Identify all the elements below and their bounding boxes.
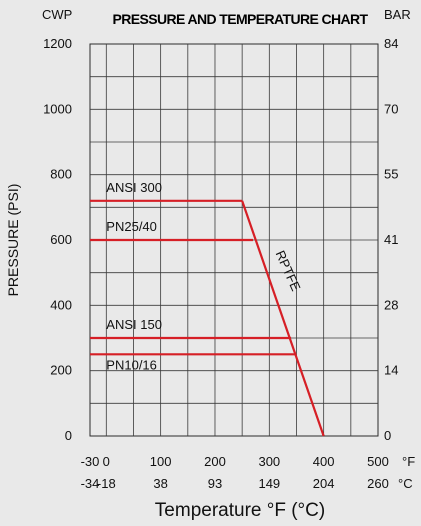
series-label-ansi-300: ANSI 300 (106, 180, 162, 195)
x-tick-label-f: 0 (103, 454, 110, 469)
x-tick-label-c: -18 (97, 476, 116, 491)
y-tick-label-right: 0 (384, 428, 391, 443)
y-tick-label-left: 0 (65, 428, 72, 443)
x-tick-label-f: 200 (204, 454, 226, 469)
y-tick-label-right: 70 (384, 101, 398, 116)
series-label-ansi-150: ANSI 150 (106, 317, 162, 332)
y-tick-label-right: 28 (384, 297, 398, 312)
right-unit-label: BAR (384, 7, 411, 22)
y-tick-label-right: 55 (384, 167, 398, 182)
y-axis-label: PRESSURE (PSI) (5, 184, 21, 297)
y-tick-label-left: 200 (50, 363, 72, 378)
series-label-pn10-16: PN10/16 (106, 357, 157, 372)
y-tick-label-right: 84 (384, 36, 398, 51)
y-tick-label-left: 1200 (43, 36, 72, 51)
series-label-rptfe: RPTFE (273, 248, 304, 293)
y-tick-label-right: 14 (384, 363, 398, 378)
x-tick-label-c: 149 (258, 476, 280, 491)
x-unit-c-label: °C (398, 476, 413, 491)
y-tick-label-left: 1000 (43, 101, 72, 116)
x-tick-label-f: -30 (81, 454, 100, 469)
x-tick-label-f: 400 (313, 454, 335, 469)
x-tick-label-c: -34 (81, 476, 100, 491)
x-tick-label-f: 500 (367, 454, 389, 469)
y-tick-label-left: 400 (50, 297, 72, 312)
chart-title: PRESSURE AND TEMPERATURE CHART (112, 11, 368, 27)
x-tick-label-c: 204 (313, 476, 335, 491)
left-unit-label: CWP (42, 7, 72, 22)
x-tick-label-f: 300 (258, 454, 280, 469)
x-tick-label-c: 38 (153, 476, 167, 491)
y-tick-label-right: 41 (384, 232, 398, 247)
series-line-rptfe (241, 200, 325, 437)
x-tick-label-c: 260 (367, 476, 389, 491)
series-label-pn25-40: PN25/40 (106, 219, 157, 234)
x-tick-label-c: 93 (208, 476, 222, 491)
x-tick-label-f: 100 (150, 454, 172, 469)
x-axis-label: Temperature °F (°C) (155, 500, 325, 521)
y-tick-label-left: 600 (50, 232, 72, 247)
x-unit-f-label: °F (402, 454, 415, 469)
y-tick-label-left: 800 (50, 167, 72, 182)
